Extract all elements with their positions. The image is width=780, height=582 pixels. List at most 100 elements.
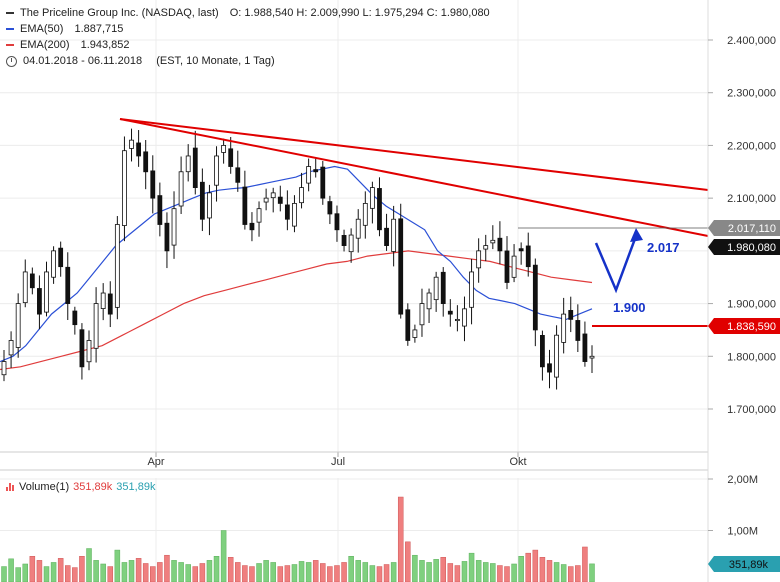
volume-bar — [164, 554, 170, 582]
candle-body — [136, 142, 142, 157]
volume-bar — [327, 566, 333, 582]
volume-bar — [291, 564, 298, 582]
candle-body — [129, 139, 134, 149]
volume-bar — [284, 565, 291, 582]
price-axis: 2.400,000 2.300,000 2.200,000 2.100,000 1.90… — [707, 0, 780, 582]
volume-bar — [426, 562, 432, 582]
volume-bar — [461, 561, 468, 582]
volume-bar — [390, 562, 397, 582]
volume-bar — [497, 565, 503, 582]
clock-icon — [6, 55, 17, 67]
annotation-1900: 1.900 — [613, 300, 646, 315]
candle-body — [214, 155, 219, 186]
candle-body — [51, 250, 56, 278]
candle-body — [547, 363, 552, 373]
candle-body — [228, 148, 234, 167]
candle-body — [532, 264, 538, 331]
axis-background — [708, 0, 780, 582]
volume-legend: Volume(1) 351,89k 351,89k — [6, 481, 155, 493]
candle-body — [554, 334, 559, 378]
candle-body — [447, 310, 453, 315]
volume-bar — [29, 556, 36, 582]
candle-body — [320, 166, 326, 199]
candle-body — [143, 151, 149, 173]
volume-bar — [397, 496, 404, 582]
price-tag-2017: 2.017,110 — [728, 223, 776, 235]
upper-trendline — [119, 118, 709, 191]
candle-body — [79, 329, 85, 368]
volume-bar — [575, 565, 581, 582]
volume-tag-bg — [708, 556, 780, 572]
candle-body — [355, 218, 361, 239]
ema200-label: EMA(200) — [20, 39, 70, 51]
annotation-2017: 2.017 — [647, 240, 680, 255]
volume-bar — [100, 563, 106, 582]
volume-bar — [348, 556, 354, 582]
volume-bar — [22, 563, 29, 582]
volume-bar — [312, 560, 319, 582]
candle-body — [454, 318, 460, 322]
volume-bar — [589, 563, 595, 582]
candle-body — [483, 245, 489, 250]
volume-bar — [298, 561, 305, 582]
candle-body — [44, 271, 49, 313]
x-tick-label: Jul — [331, 456, 345, 468]
candlestick-series — [1, 128, 595, 390]
volume-bar — [482, 562, 489, 582]
ohlc-values: O: 1.988,540 H: 2.009,990 L: 1.975,294 C… — [229, 7, 490, 19]
candle-body — [22, 271, 28, 304]
candle-body — [398, 218, 404, 315]
candle-body — [192, 147, 198, 188]
volume-value-2: 351,89k — [116, 481, 156, 493]
x-tick-label: Okt — [509, 456, 526, 468]
candle-body — [207, 192, 212, 219]
y-tick-label: 2.100,000 — [727, 193, 776, 205]
y-tick-label: 2.200,000 — [727, 140, 776, 152]
volume-bar — [65, 565, 71, 582]
candle-body — [362, 203, 368, 226]
volume-bar — [405, 541, 411, 582]
candle-body — [377, 188, 382, 231]
candle-body — [37, 288, 42, 315]
forecast-arrow-head — [630, 228, 643, 242]
candle-body — [86, 340, 92, 363]
candle-body — [540, 334, 545, 368]
price-tags: 2.017,110 1.980,080 1.838,590 351,89k — [708, 220, 780, 572]
candle-body — [72, 310, 78, 326]
lower-trendline — [119, 118, 709, 237]
candle-body — [93, 303, 99, 349]
volume-bar — [213, 556, 220, 582]
volume-bar — [150, 566, 156, 582]
candle-body — [405, 309, 411, 341]
candle-body — [199, 181, 205, 220]
candle-body — [178, 171, 184, 207]
candle-body — [327, 201, 333, 215]
volume-bar — [8, 558, 14, 582]
volume-bar — [334, 565, 340, 582]
volume-bar — [277, 566, 284, 582]
volume-bar — [121, 562, 128, 582]
candle-body — [589, 355, 595, 359]
volume-bar — [93, 560, 99, 582]
candle-body — [504, 250, 510, 283]
volume-bar — [305, 562, 312, 582]
y-tick-label: 1.700,000 — [727, 404, 776, 416]
volume-bar — [376, 566, 383, 582]
candle-body — [348, 234, 354, 253]
candle-body — [497, 237, 503, 252]
candle-body — [185, 155, 191, 173]
volume-bar — [511, 563, 517, 582]
candle-body — [561, 313, 567, 343]
volume-bar — [582, 546, 588, 582]
x-tick-label: Apr — [147, 456, 164, 468]
candle-body — [469, 271, 474, 308]
candle-body — [284, 204, 290, 220]
volume-bar — [249, 566, 255, 582]
y-tick-label: 2.400,000 — [727, 35, 776, 47]
volume-bar — [142, 563, 149, 582]
chart-settings: (EST, 10 Monate, 1 Tag) — [156, 55, 275, 67]
volume-bar — [256, 563, 262, 582]
series-swatch — [6, 12, 14, 14]
